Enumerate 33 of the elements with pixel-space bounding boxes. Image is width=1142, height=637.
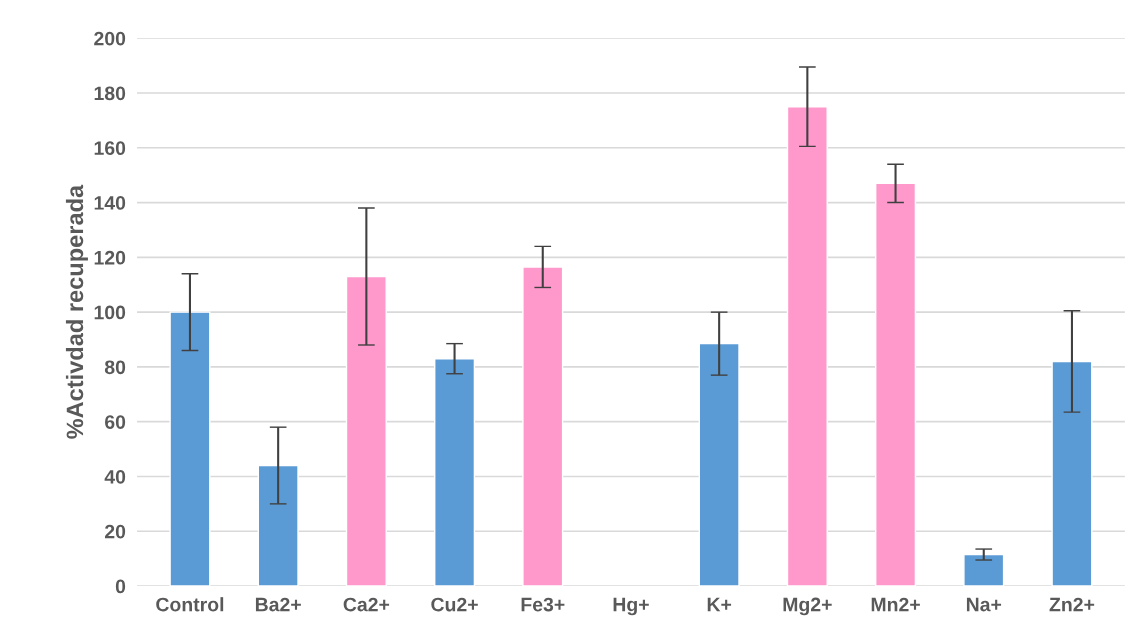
bar <box>434 357 476 587</box>
bar <box>1051 360 1093 587</box>
x-tick-label: K+ <box>707 597 732 612</box>
y-tick-label: 120 <box>94 250 126 265</box>
bar <box>345 275 387 587</box>
y-tick-label: 140 <box>94 196 126 210</box>
x-tick-label: Na+ <box>966 597 1002 612</box>
y-tick-label: 40 <box>104 469 126 484</box>
x-tick-label: Mg2+ <box>783 597 832 616</box>
y-tick-label: 100 <box>94 305 126 320</box>
x-tick-label: Ca2+ <box>343 597 390 612</box>
x-tick-label: Cu2+ <box>431 597 478 612</box>
y-axis-title: %Activdad recuperada <box>65 184 88 439</box>
y-tick-label: 160 <box>94 141 126 156</box>
bar <box>875 182 917 587</box>
bar <box>169 311 211 587</box>
y-tick-label: 20 <box>104 524 126 539</box>
x-tick-label: Zn2+ <box>1049 597 1095 612</box>
y-tick-label: 60 <box>105 415 126 429</box>
bar <box>698 342 740 587</box>
bar <box>257 464 299 587</box>
y-tick-label: 180 <box>94 86 126 101</box>
x-tick-label: Ba2+ <box>255 597 301 612</box>
bar <box>786 106 828 587</box>
x-tick-label: Hg+ <box>613 597 649 616</box>
x-tick-label: Mn2+ <box>871 597 920 612</box>
y-tick-label: 200 <box>94 31 126 46</box>
x-tick-label: Fe3+ <box>521 597 565 612</box>
y-tick-label: 80 <box>104 360 126 375</box>
bar <box>963 553 1005 587</box>
x-tick-label: Control <box>156 597 224 612</box>
y-tick-label: 0 <box>115 579 126 594</box>
bar <box>522 266 564 587</box>
